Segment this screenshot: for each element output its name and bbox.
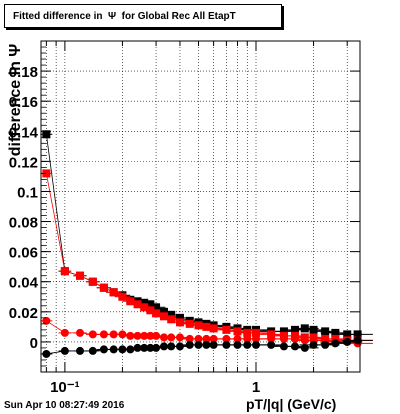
- data-point: [209, 340, 218, 349]
- x-tick-label: 1: [252, 379, 260, 396]
- data-point: [146, 300, 155, 309]
- data-point: [109, 330, 118, 339]
- series-line: [45, 173, 358, 341]
- timestamp: Sun Apr 10 08:27:49 2016: [4, 400, 125, 411]
- data-point: [146, 306, 155, 315]
- data-point: [175, 318, 184, 327]
- data-point: [185, 319, 194, 328]
- data-point: [42, 130, 51, 139]
- data-point: [140, 303, 149, 312]
- y-tick-label: 0.12: [9, 154, 38, 171]
- y-tick-label: 0: [30, 335, 38, 352]
- data-point: [159, 307, 168, 316]
- y-tick-label: 0.18: [9, 64, 38, 81]
- data-point: [99, 345, 108, 354]
- data-point: [194, 321, 203, 330]
- title-box: Fitted difference in Ψ for Global Rec Al…: [4, 4, 282, 28]
- y-axis-label: difference in Ψ: [7, 44, 24, 157]
- series-line: [45, 134, 358, 335]
- y-tick-label: 0.06: [9, 245, 38, 262]
- data-point: [133, 300, 142, 309]
- data-point: [42, 169, 51, 178]
- data-point: [60, 346, 69, 355]
- x-axis-label: pT/|q| (GeV/c): [246, 396, 337, 412]
- x-tick-label: 10⁻¹: [50, 379, 80, 396]
- data-point: [42, 316, 51, 325]
- data-point: [140, 298, 149, 307]
- data-point: [233, 327, 242, 336]
- y-tick-label: 0.02: [9, 305, 38, 322]
- data-point: [175, 342, 184, 351]
- data-point: [291, 342, 300, 351]
- data-point: [152, 331, 161, 340]
- data-point: [99, 330, 108, 339]
- chart-title: Fitted difference in Ψ for Global Rec Al…: [13, 11, 236, 22]
- data-point: [76, 346, 85, 355]
- data-point: [109, 288, 118, 297]
- data-point: [291, 334, 300, 343]
- data-point: [76, 328, 85, 337]
- data-point: [99, 283, 108, 292]
- y-tick-label: 0.08: [9, 215, 38, 232]
- data-point: [175, 313, 184, 322]
- data-point: [209, 334, 218, 343]
- data-point: [88, 330, 97, 339]
- y-tick-label: 0.16: [9, 94, 38, 111]
- data-point: [88, 277, 97, 286]
- data-point: [167, 310, 176, 319]
- y-tick-label: 0.1: [17, 184, 38, 201]
- grid: [41, 41, 360, 372]
- data-point: [60, 328, 69, 337]
- data-point: [118, 330, 127, 339]
- data-point: [300, 324, 309, 333]
- data-point: [126, 297, 135, 306]
- data-point: [267, 330, 276, 339]
- data-point: [88, 346, 97, 355]
- data-point: [109, 345, 118, 354]
- data-point: [42, 349, 51, 358]
- data-point: [309, 325, 318, 334]
- data-point: [167, 315, 176, 324]
- data-point: [321, 340, 330, 349]
- data-point: [331, 328, 340, 337]
- plot-frame: [40, 40, 361, 373]
- series-layer: [40, 130, 373, 358]
- data-point: [60, 267, 69, 276]
- data-point: [279, 327, 288, 336]
- data-point: [202, 322, 211, 331]
- data-point: [152, 309, 161, 318]
- data-point: [321, 327, 330, 336]
- data-point: [152, 343, 161, 352]
- data-point: [222, 325, 231, 334]
- data-point: [76, 271, 85, 280]
- y-tick-label: 0.14: [9, 124, 39, 141]
- data-point: [118, 292, 127, 301]
- y-tick-label: 0.04: [9, 275, 39, 292]
- data-point: [291, 325, 300, 334]
- data-point: [331, 339, 340, 348]
- data-point: [159, 312, 168, 321]
- data-point: [300, 343, 309, 352]
- data-point: [152, 303, 161, 312]
- data-point: [175, 333, 184, 342]
- axes: 0 0.02 0.04 0.06 0.08 0.1 0.12 0.14 0.16 0.18 10⁻¹…: [9, 40, 360, 396]
- data-point: [252, 340, 261, 349]
- data-point: [353, 330, 362, 339]
- data-point: [209, 324, 218, 333]
- data-point: [267, 340, 276, 349]
- data-point: [126, 345, 135, 354]
- data-point: [252, 334, 261, 343]
- data-point: [252, 328, 261, 337]
